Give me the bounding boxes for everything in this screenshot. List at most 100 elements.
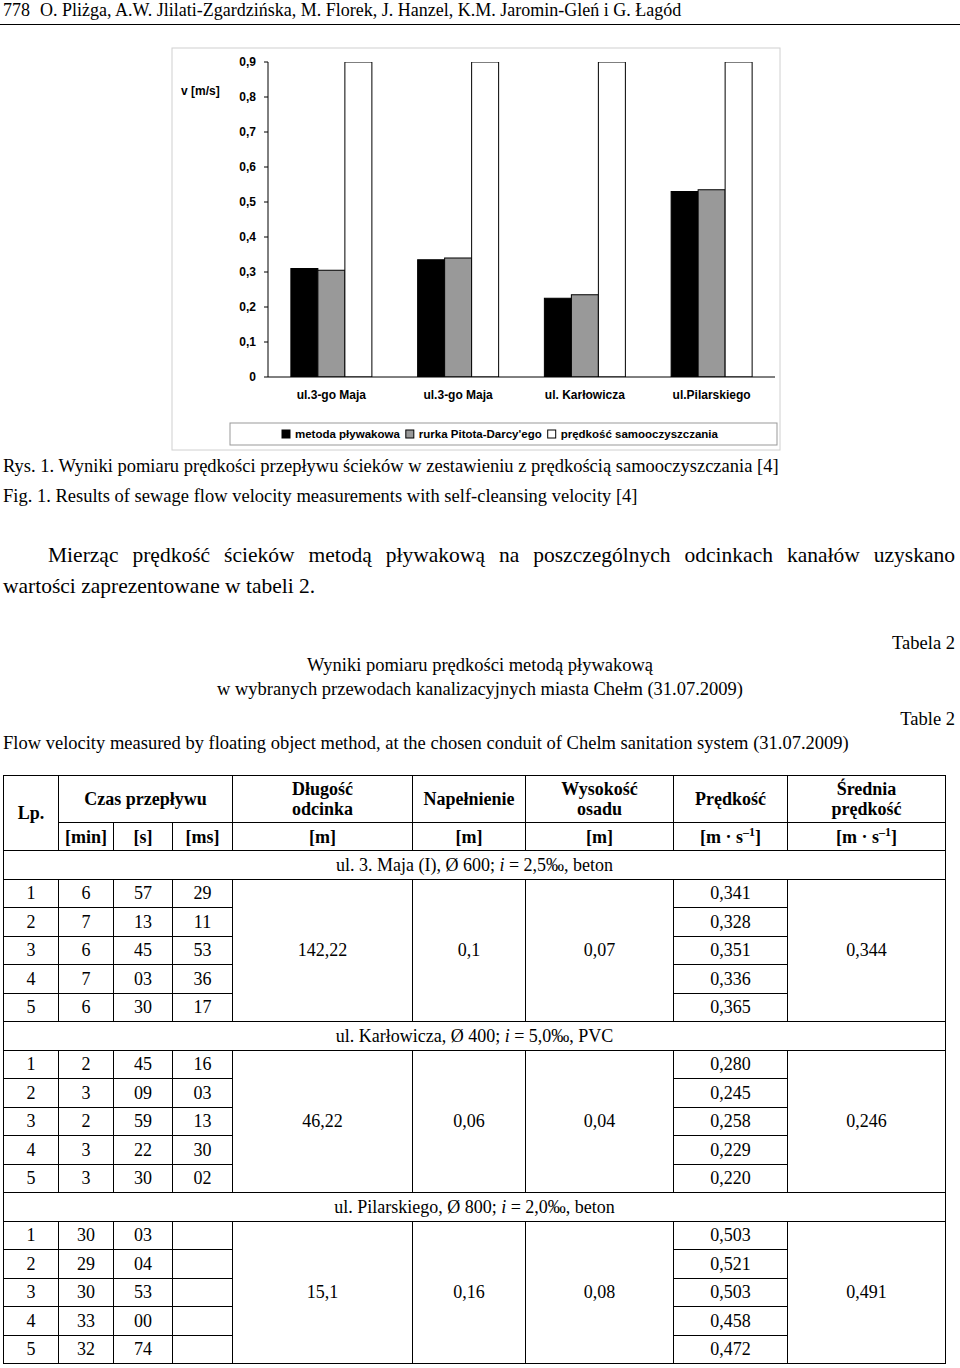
header-text: Średnia xyxy=(837,779,897,799)
cell: 30 xyxy=(114,993,173,1022)
y-tick xyxy=(264,167,268,168)
cell: 45 xyxy=(114,1050,173,1079)
cell-velocity: 0,472 xyxy=(674,1335,788,1364)
figure-caption-en: Fig. 1. Results of sewage flow velocity … xyxy=(3,486,638,507)
legend: metoda pływakowarurka Pitota-Darcy'egopr… xyxy=(230,423,777,445)
data-row: 4322300,229 xyxy=(4,1136,946,1165)
cell-velocity: 0,351 xyxy=(674,936,788,965)
cell: 53 xyxy=(173,936,233,965)
legend-label: prędkość samooczyszczania xyxy=(561,428,719,440)
page-number: 778 xyxy=(3,0,30,21)
bar xyxy=(418,260,445,377)
unit-cell: [s] xyxy=(114,823,173,851)
y-tick xyxy=(264,342,268,343)
unit-cell: [m] xyxy=(526,823,674,851)
cell-mean: 0,344 xyxy=(788,879,946,1022)
x-tick-label: ul.3-go Maja xyxy=(423,388,493,402)
cell: 22 xyxy=(114,1136,173,1165)
cell: 74 xyxy=(114,1335,173,1364)
table-title-pl: Wyniki pomiaru prędkości metodą pływakow… xyxy=(0,655,960,676)
cell: 2 xyxy=(4,1079,59,1108)
y-tick-label: 0,2 xyxy=(239,300,256,314)
chart: 00,10,20,30,40,50,60,70,80,9v [m/s]ul.3-… xyxy=(0,0,960,455)
cell: 7 xyxy=(59,965,114,994)
unit-cell: [m] xyxy=(413,823,526,851)
cell-velocity: 0,220 xyxy=(674,1164,788,1193)
cell-velocity: 0,503 xyxy=(674,1278,788,1307)
section-text: = 2,5‰, beton xyxy=(504,855,613,875)
section-row: ul. Karłowicza, Ø 400; i = 5,0‰, PVC xyxy=(4,1022,946,1051)
table-body: Lp.Czas przepływuDługośćodcinkaNapełnien… xyxy=(4,776,946,1364)
figure-caption-pl: Rys. 1. Wyniki pomiaru prędkości przepły… xyxy=(3,456,779,477)
data-row: 1300315,10,160,080,5030,491 xyxy=(4,1221,946,1250)
y-tick xyxy=(264,62,268,63)
cell-length: 142,22 xyxy=(233,879,413,1022)
cell: 11 xyxy=(173,908,233,937)
section-italic: i xyxy=(501,1197,506,1217)
cell: 3 xyxy=(4,936,59,965)
bar xyxy=(571,295,598,377)
unit-text: ] xyxy=(891,827,897,847)
y-tick-label: 0,1 xyxy=(239,335,256,349)
y-tick-label: 0,7 xyxy=(239,125,256,139)
cell: 2 xyxy=(59,1107,114,1136)
y-tick xyxy=(264,132,268,133)
cell: 30 xyxy=(114,1164,173,1193)
unit-cell: [m · s–1] xyxy=(674,823,788,851)
unit-text: [m · s xyxy=(700,827,743,847)
section-text: ul. 3. Maja (I), Ø 600; xyxy=(336,855,499,875)
bar xyxy=(544,298,571,377)
bar xyxy=(345,62,372,377)
cell-velocity: 0,341 xyxy=(674,879,788,908)
cell: 03 xyxy=(173,1079,233,1108)
section-row: ul. 3. Maja (I), Ø 600; i = 2,5‰, beton xyxy=(4,851,946,880)
cell: 29 xyxy=(173,879,233,908)
y-tick xyxy=(264,97,268,98)
cell: 45 xyxy=(114,936,173,965)
cell xyxy=(173,1335,233,1364)
header-text: Długość xyxy=(292,779,353,799)
header-text: Czas przepływu xyxy=(84,789,207,809)
header-text: Prędkość xyxy=(695,789,766,809)
bar xyxy=(725,62,752,377)
unit-text: [m · s xyxy=(836,827,879,847)
cell-filling: 0,16 xyxy=(413,1221,526,1364)
cell: 1 xyxy=(4,1221,59,1250)
data-row: 5330020,220 xyxy=(4,1164,946,1193)
cell: 03 xyxy=(114,965,173,994)
cell-sediment: 0,08 xyxy=(526,1221,674,1364)
bar xyxy=(698,190,725,377)
cell-sediment: 0,07 xyxy=(526,879,674,1022)
cell-velocity: 0,336 xyxy=(674,965,788,994)
cell: 16 xyxy=(173,1050,233,1079)
header-text: Lp. xyxy=(18,803,45,823)
cell: 53 xyxy=(114,1278,173,1307)
y-tick-label: 0,4 xyxy=(239,230,256,244)
cell: 5 xyxy=(4,1164,59,1193)
section-text: = 2,0‰, beton xyxy=(506,1197,615,1217)
cell: 5 xyxy=(4,993,59,1022)
unit-text: ] xyxy=(755,827,761,847)
legend-swatch xyxy=(548,430,556,438)
y-tick-label: 0,3 xyxy=(239,265,256,279)
y-tick xyxy=(264,237,268,238)
cell: 00 xyxy=(114,1307,173,1336)
bar xyxy=(318,270,345,377)
cell: 30 xyxy=(59,1278,114,1307)
bar xyxy=(291,269,318,378)
cell: 57 xyxy=(114,879,173,908)
y-axis xyxy=(268,62,269,377)
cell-mean: 0,246 xyxy=(788,1050,946,1193)
paragraph: Mierząc prędkość ścieków metodą pływakow… xyxy=(3,540,955,602)
cell-length: 15,1 xyxy=(233,1221,413,1364)
cell: 3 xyxy=(59,1164,114,1193)
cell: 3 xyxy=(4,1278,59,1307)
header-text: prędkość xyxy=(832,799,902,819)
x-tick-label: ul.3-go Maja xyxy=(297,388,367,402)
data-row: 433000,458 xyxy=(4,1307,946,1336)
unit-cell: [m · s–1] xyxy=(788,823,946,851)
header-cell: Wysokośćosadu xyxy=(526,776,674,823)
cell: 3 xyxy=(59,1079,114,1108)
table-label-pl: Tabela 2 xyxy=(892,633,955,654)
section-text: = 5,0‰, PVC xyxy=(510,1026,614,1046)
